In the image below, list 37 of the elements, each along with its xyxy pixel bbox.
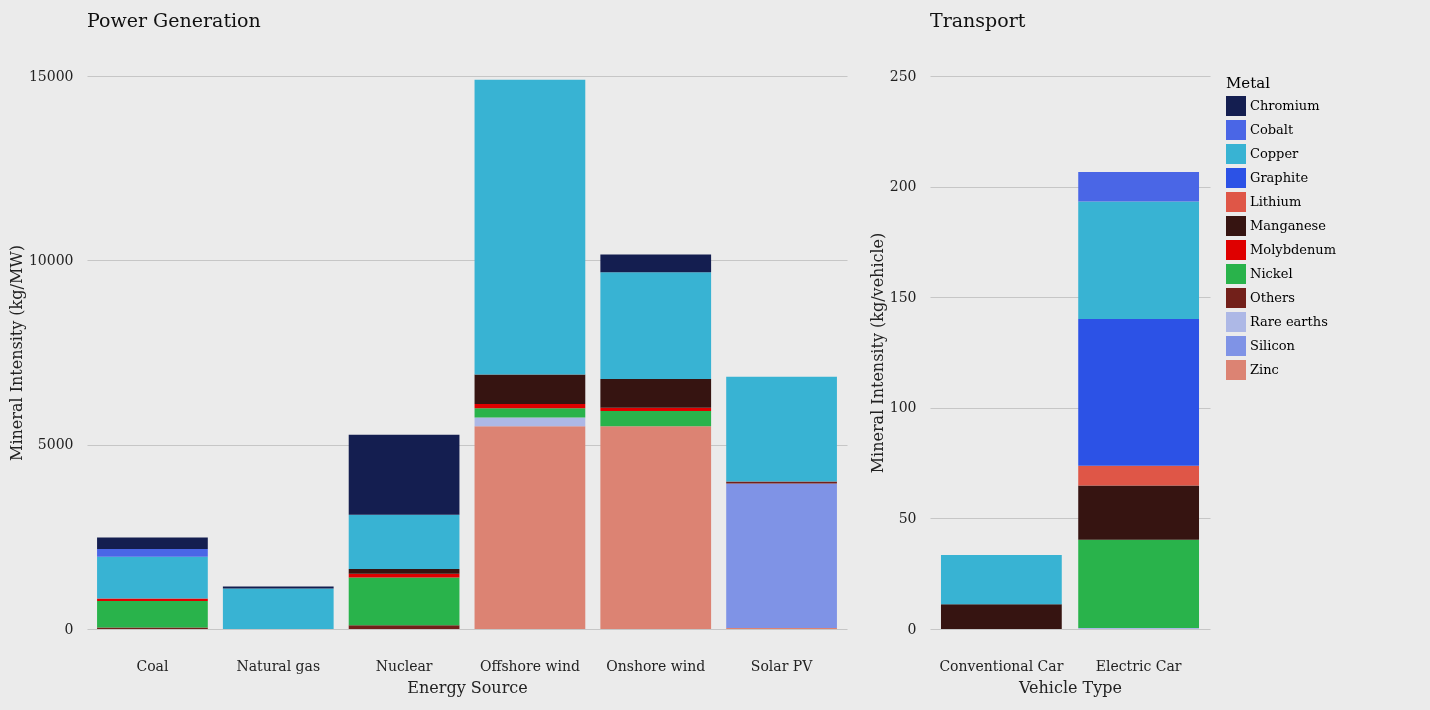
legend-label: Others bbox=[1250, 290, 1295, 305]
legend-title: Metal bbox=[1226, 74, 1271, 92]
x-tick-label: Natural gas bbox=[236, 657, 321, 674]
legend-label: Copper bbox=[1250, 146, 1300, 161]
y-tick-label: 200 bbox=[889, 178, 917, 195]
legend-label: Rare earths bbox=[1250, 314, 1328, 329]
legend-label: Silicon bbox=[1250, 338, 1296, 353]
legend-label: Molybdenum bbox=[1250, 242, 1337, 257]
legend-label: Graphite bbox=[1250, 170, 1309, 185]
x-tick-label: Conventional Car bbox=[939, 657, 1064, 674]
chart-title: Power Generation bbox=[87, 9, 261, 31]
legend-label: Lithium bbox=[1250, 194, 1302, 209]
y-tick-label: 0 bbox=[907, 620, 917, 637]
y-tick-label: 150 bbox=[889, 288, 917, 305]
x-tick-label: Onshore wind bbox=[606, 657, 706, 674]
legend-label: Chromium bbox=[1250, 98, 1320, 113]
y-tick-label: 15000 bbox=[28, 67, 74, 84]
y-tick-label: 0 bbox=[64, 620, 74, 637]
y-axis-title: Mineral Intensity (kg/vehicle) bbox=[867, 232, 887, 474]
y-axis-title: Mineral Intensity (kg/MW) bbox=[6, 244, 26, 462]
chart-title: Transport bbox=[930, 9, 1026, 31]
y-tick-label: 50 bbox=[898, 509, 917, 526]
x-axis-title: Vehicle Type bbox=[1017, 677, 1123, 697]
y-tick-label: 10000 bbox=[28, 251, 74, 268]
x-tick-label: Solar PV bbox=[750, 657, 814, 674]
y-tick-label: 100 bbox=[889, 399, 917, 416]
x-axis-title: Energy Source bbox=[407, 677, 528, 697]
legend-label: Zinc bbox=[1250, 362, 1279, 377]
x-tick-label: Offshore wind bbox=[479, 657, 580, 674]
y-tick-label: 250 bbox=[889, 67, 917, 84]
y-tick-label: 5000 bbox=[37, 436, 74, 453]
x-tick-label: Electric Car bbox=[1095, 657, 1182, 674]
legend-label: Nickel bbox=[1250, 266, 1293, 281]
legend-label: Cobalt bbox=[1250, 122, 1294, 137]
x-tick-label: Coal bbox=[136, 657, 169, 674]
legend-label: Manganese bbox=[1250, 218, 1327, 233]
x-tick-label: Nuclear bbox=[375, 657, 433, 674]
